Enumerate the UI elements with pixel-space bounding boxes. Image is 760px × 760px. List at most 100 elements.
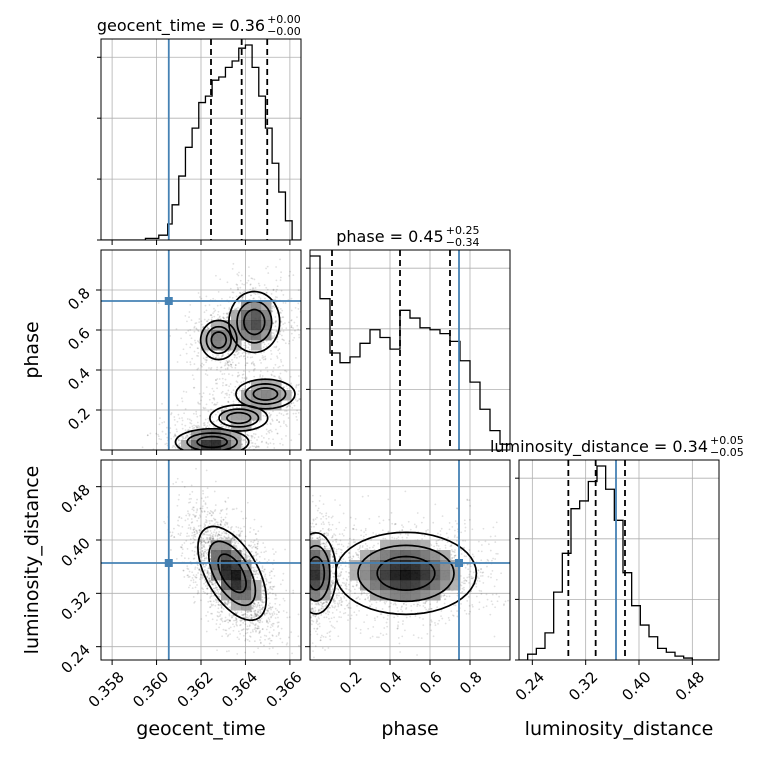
sample-point bbox=[189, 542, 192, 545]
sample-point bbox=[256, 543, 259, 545]
sample-point bbox=[206, 593, 208, 596]
sample-point bbox=[279, 333, 281, 336]
sample-point bbox=[188, 316, 190, 319]
sample-point bbox=[279, 311, 281, 314]
sample-point bbox=[267, 430, 270, 433]
sample-point bbox=[238, 534, 241, 537]
sample-point bbox=[207, 410, 210, 413]
sample-point bbox=[204, 424, 206, 426]
sample-point bbox=[271, 634, 274, 636]
sample-point bbox=[176, 404, 179, 407]
sample-point bbox=[270, 353, 273, 355]
sample-point bbox=[252, 610, 255, 613]
sample-point bbox=[232, 539, 235, 542]
sample-point bbox=[265, 620, 268, 623]
sample-point bbox=[193, 350, 196, 353]
sample-point bbox=[214, 586, 217, 589]
sample-point bbox=[265, 441, 268, 444]
sample-point bbox=[193, 554, 196, 556]
sample-point bbox=[209, 534, 212, 537]
sample-point bbox=[185, 391, 188, 393]
sample-point bbox=[220, 606, 223, 608]
sample-point bbox=[295, 385, 298, 388]
sample-point bbox=[194, 515, 197, 518]
sample-point bbox=[279, 442, 282, 445]
sample-point bbox=[202, 555, 205, 558]
sample-point bbox=[221, 532, 224, 535]
sample-point bbox=[198, 531, 201, 534]
sample-point bbox=[254, 546, 257, 549]
sample-point bbox=[179, 546, 182, 548]
sample-point bbox=[176, 524, 179, 527]
contour-3-1 bbox=[244, 383, 287, 405]
sample-point bbox=[233, 394, 236, 397]
sample-point bbox=[169, 427, 172, 430]
sample-point bbox=[159, 417, 161, 420]
sample-point bbox=[296, 324, 299, 327]
sample-point bbox=[184, 424, 187, 427]
sample-point bbox=[212, 451, 214, 453]
sample-point bbox=[272, 548, 274, 551]
sample-point bbox=[221, 620, 224, 623]
sample-point bbox=[282, 364, 284, 367]
sample-point bbox=[223, 535, 226, 538]
sample-point bbox=[194, 339, 196, 342]
sample-point bbox=[268, 412, 271, 415]
sample-point bbox=[274, 320, 277, 322]
sample-point bbox=[189, 346, 192, 349]
sample-point bbox=[262, 585, 264, 588]
sample-point bbox=[262, 346, 265, 349]
sample-point bbox=[289, 405, 292, 408]
sample-point bbox=[260, 435, 263, 437]
sample-point bbox=[250, 614, 253, 617]
sample-point bbox=[274, 664, 276, 666]
sample-point bbox=[223, 396, 226, 399]
sample-point bbox=[226, 538, 229, 540]
sample-point bbox=[244, 431, 247, 434]
sample-point bbox=[259, 618, 262, 621]
sample-point bbox=[243, 619, 246, 622]
sample-point bbox=[224, 363, 227, 366]
sample-point bbox=[212, 603, 215, 606]
sample-point bbox=[181, 419, 184, 422]
sample-point bbox=[231, 296, 234, 299]
sample-point bbox=[241, 296, 244, 298]
sample-point bbox=[267, 342, 270, 345]
sample-point bbox=[239, 619, 241, 622]
sample-point bbox=[272, 332, 275, 335]
sample-point bbox=[181, 423, 184, 426]
sample-point bbox=[260, 525, 263, 528]
sample-point bbox=[244, 623, 247, 626]
sample-point bbox=[274, 321, 277, 324]
sample-point bbox=[279, 583, 282, 586]
sample-point bbox=[247, 346, 250, 349]
sample-point bbox=[202, 554, 205, 556]
sample-point bbox=[264, 575, 266, 578]
sample-point bbox=[210, 581, 213, 583]
sample-point bbox=[177, 439, 180, 442]
sample-point bbox=[271, 305, 274, 308]
sample-point bbox=[221, 508, 224, 511]
sample-point bbox=[169, 455, 171, 457]
sample-point bbox=[195, 514, 197, 517]
sample-point bbox=[210, 519, 213, 522]
sample-point bbox=[219, 423, 222, 426]
sample-point bbox=[172, 444, 175, 447]
sample-point bbox=[297, 289, 300, 292]
sample-point bbox=[269, 581, 272, 584]
sample-point bbox=[250, 544, 253, 547]
sample-point bbox=[171, 446, 174, 449]
sample-point bbox=[216, 382, 218, 385]
sample-point bbox=[227, 602, 230, 604]
sample-point bbox=[333, 405, 335, 407]
sample-point bbox=[250, 617, 253, 620]
sample-point bbox=[254, 613, 257, 616]
sample-point bbox=[230, 363, 233, 366]
sample-point bbox=[270, 587, 273, 590]
sample-point bbox=[209, 538, 211, 541]
sample-point bbox=[265, 550, 267, 553]
sample-point bbox=[203, 546, 206, 549]
sample-point bbox=[250, 616, 253, 619]
density-cell bbox=[211, 340, 222, 351]
sample-point bbox=[218, 611, 220, 614]
